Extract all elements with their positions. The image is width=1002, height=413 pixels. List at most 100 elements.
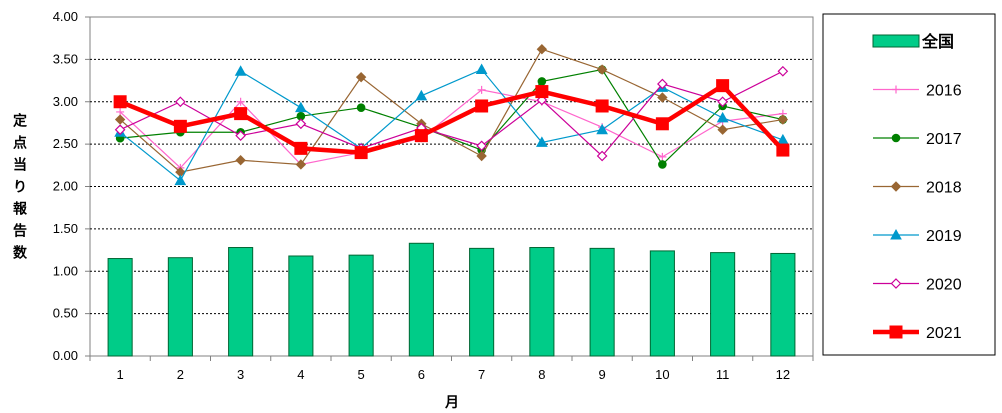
y-axis-label-char: 数	[13, 245, 28, 262]
bar	[589, 247, 615, 357]
data-point	[475, 99, 489, 113]
data-point	[596, 64, 608, 75]
y-tick-label: 2.00	[53, 179, 78, 194]
x-tick-label: 11	[716, 367, 730, 382]
data-point	[891, 133, 901, 143]
legend-label: 2019	[926, 228, 962, 245]
bar	[529, 247, 555, 357]
legend-label: 2020	[926, 277, 962, 294]
x-tick-label: 6	[418, 367, 425, 382]
y-tick-label: 1.50	[53, 221, 78, 236]
data-point	[535, 85, 549, 99]
data-point	[537, 77, 547, 86]
y-tick-label: 3.00	[53, 94, 78, 109]
y-axis-label-char: 点	[13, 135, 27, 152]
bar	[469, 247, 495, 357]
y-tick-label: 3.50	[53, 51, 78, 66]
bar	[710, 252, 736, 357]
bar	[408, 242, 434, 357]
data-point	[173, 119, 187, 133]
bar	[167, 257, 193, 357]
data-point	[889, 325, 903, 339]
x-axis: 1 2 3 4 5 6 7 8 9 10 11 12	[89, 356, 814, 382]
data-point	[717, 96, 728, 108]
x-tick-label: 4	[297, 367, 304, 382]
legend-box	[822, 13, 996, 356]
y-axis-label-char: 告	[13, 223, 27, 240]
data-point	[596, 150, 608, 162]
data-point	[657, 92, 668, 103]
data-point	[890, 278, 902, 289]
data-point	[295, 118, 307, 130]
x-tick-label: 2	[177, 367, 184, 382]
data-point	[234, 65, 247, 76]
y-axis-label-char: 報	[13, 201, 28, 218]
data-point	[235, 155, 246, 166]
series-2021	[113, 79, 790, 160]
data-point	[776, 143, 790, 157]
y-axis: 0.00 0.50 1.00 1.50 2.00 2.50 3.00 3.50 4.00	[53, 9, 90, 363]
bar	[107, 258, 133, 357]
series-line	[119, 82, 785, 155]
legend-label: 2021	[926, 325, 962, 342]
data-point	[415, 89, 428, 101]
data-point	[174, 174, 187, 186]
y-tick-label: 4.00	[53, 9, 78, 24]
x-axis-label: 月	[444, 395, 459, 411]
y-tick-label: 0.50	[53, 306, 78, 321]
data-point	[655, 117, 669, 131]
legend-item: 2021	[873, 325, 962, 342]
legend-label: 2017	[926, 131, 962, 148]
data-point	[890, 181, 902, 192]
data-point	[113, 95, 127, 109]
data-point	[536, 136, 548, 147]
data-point	[175, 96, 186, 108]
data-point	[477, 85, 486, 94]
legend-item: 全国	[872, 32, 954, 51]
bar-series	[107, 242, 796, 357]
data-point	[356, 103, 366, 112]
data-point	[414, 129, 428, 143]
data-point	[657, 78, 668, 90]
data-point	[114, 114, 126, 125]
legend-label: 全国	[921, 32, 954, 51]
y-tick-label: 0.00	[53, 348, 78, 363]
data-point	[235, 130, 246, 141]
data-point	[294, 141, 308, 155]
x-tick-label: 1	[117, 367, 124, 382]
legend-item: 2019	[873, 228, 962, 245]
bar	[649, 250, 675, 357]
bar	[348, 254, 374, 357]
y-axis-label-char: り	[13, 180, 27, 196]
data-point	[777, 114, 789, 125]
x-tick-label: 8	[538, 367, 545, 382]
data-point	[355, 71, 367, 83]
legend-label: 2016	[926, 83, 962, 100]
series-line	[119, 48, 783, 173]
legend-item: 2018	[873, 180, 962, 197]
data-point	[716, 79, 730, 93]
data-point	[476, 140, 487, 152]
series-line	[119, 68, 784, 182]
data-point	[236, 97, 245, 106]
bar	[228, 247, 254, 357]
legend-swatch	[872, 34, 920, 48]
y-tick-label: 1.00	[53, 263, 78, 278]
gridlines	[90, 58, 813, 315]
series-line	[119, 89, 783, 169]
series-line	[120, 68, 784, 166]
x-tick-label: 7	[478, 367, 485, 382]
data-point	[892, 85, 900, 94]
series-2018	[114, 43, 789, 178]
data-point	[596, 123, 608, 135]
legend-item: 2017	[873, 131, 962, 148]
data-point	[658, 152, 667, 161]
data-point	[295, 159, 307, 170]
x-tick-label: 9	[599, 367, 606, 382]
legend-item: 2016	[873, 83, 962, 100]
data-point	[114, 124, 126, 136]
data-point	[658, 160, 667, 169]
x-tick-label: 3	[237, 367, 244, 382]
